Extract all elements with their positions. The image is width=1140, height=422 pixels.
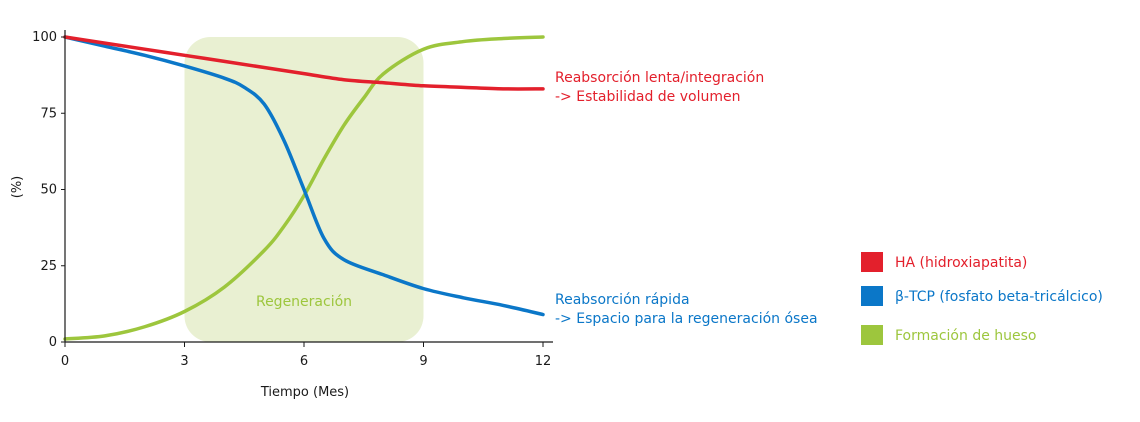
- annotation-ha: Reabsorción lenta/integración -> Estabil…: [555, 70, 764, 105]
- legend-swatch: [861, 252, 883, 272]
- x-ticks: 0 3 6 9 12: [61, 354, 551, 369]
- legend-label: HA (hidroxiapatita): [895, 255, 1027, 271]
- regeneration-label: Regeneración: [256, 294, 352, 310]
- x-tick-label: 3: [180, 354, 188, 369]
- y-tick-label: 0: [49, 335, 57, 350]
- series-line-ha: [63, 35, 545, 91]
- legend-item-bone: Formación de hueso: [861, 325, 1037, 345]
- y-tick-label: 50: [40, 183, 57, 198]
- y-tick-label: 25: [40, 259, 57, 274]
- annotation-line: -> Estabilidad de volumen: [555, 89, 741, 105]
- legend-label: Formación de hueso: [895, 328, 1037, 344]
- legend-swatch: [861, 325, 883, 345]
- x-tick-label: 12: [535, 354, 552, 369]
- legend-item-btcp: β-TCP (fosfato beta-tricálcico): [861, 286, 1103, 306]
- y-ticks: 0 25 50 75 100: [32, 30, 57, 350]
- x-tick-label: 0: [61, 354, 69, 369]
- series-line-bone: [63, 35, 545, 341]
- annotation-line: Reabsorción lenta/integración: [555, 70, 764, 86]
- annotation-btcp: Reabsorción rápida -> Espacio para la re…: [555, 292, 818, 327]
- annotation-line: -> Espacio para la regeneración ósea: [555, 311, 818, 327]
- legend-label: β-TCP (fosfato beta-tricálcico): [895, 289, 1103, 305]
- legend-item-ha: HA (hidroxiapatita): [861, 252, 1027, 272]
- tick-marks: [61, 36, 544, 347]
- series-layer: [63, 35, 545, 341]
- y-tick-label: 75: [40, 106, 57, 121]
- x-tick-label: 9: [419, 354, 427, 369]
- x-axis-title: Tiempo (Mes): [260, 385, 349, 400]
- series-line-btcp: [63, 35, 545, 317]
- annotation-line: Reabsorción rápida: [555, 292, 690, 308]
- y-axis-title: (%): [10, 176, 25, 199]
- y-tick-label: 100: [32, 30, 57, 45]
- x-tick-label: 6: [300, 354, 308, 369]
- legend-swatch: [861, 286, 883, 306]
- legend: HA (hidroxiapatita) β-TCP (fosfato beta-…: [861, 252, 1103, 345]
